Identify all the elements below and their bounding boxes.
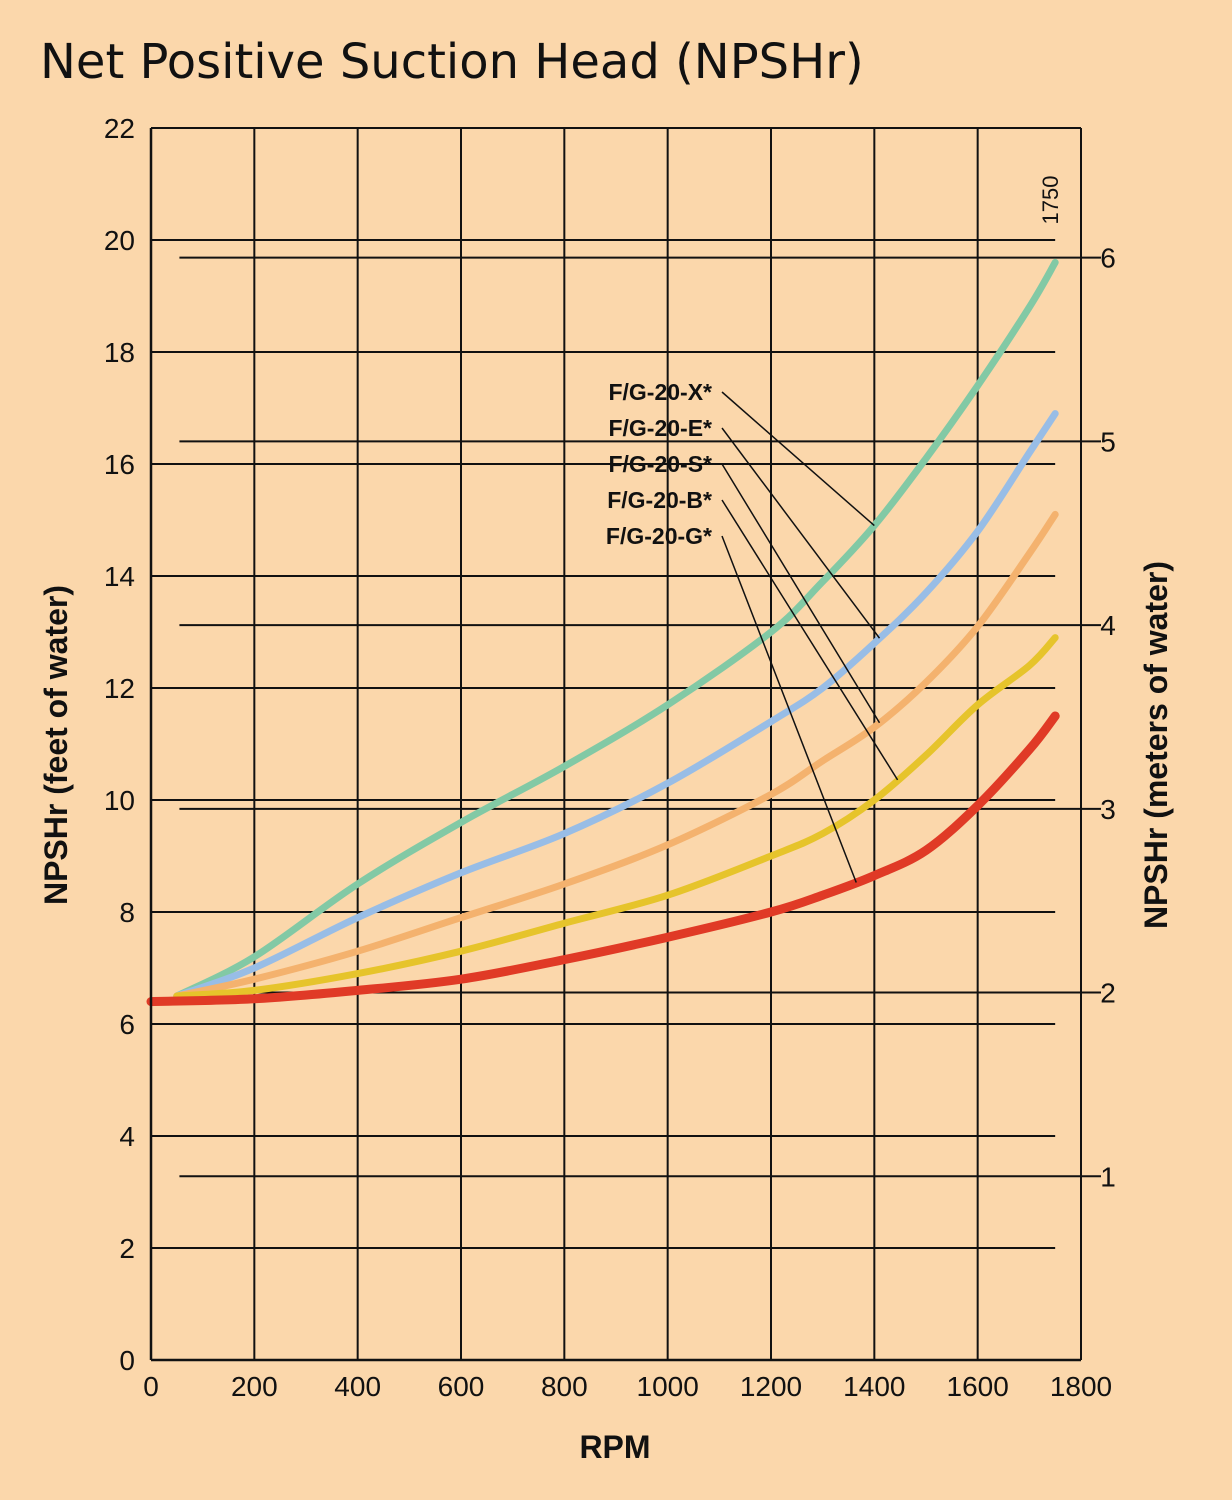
y-tick-label: 14 bbox=[104, 561, 135, 592]
chart-title: Net Positive Suction Head (NPSHr) bbox=[40, 34, 864, 90]
x-axis-label: RPM bbox=[579, 1429, 650, 1465]
y2-tick-label: 5 bbox=[1100, 426, 1116, 457]
legend: F/G-20-X* F/G-20-E* F/G-20-S* F/G-20-B* F/G-… bbox=[606, 379, 899, 883]
y-tick-label: 10 bbox=[104, 785, 135, 816]
legend-leader-line bbox=[721, 499, 899, 781]
y-tick-label: 6 bbox=[119, 1009, 135, 1040]
y2-tick-label: 6 bbox=[1100, 243, 1116, 274]
legend-leader-line bbox=[721, 463, 881, 724]
x-tick-label: 1800 bbox=[1050, 1371, 1112, 1402]
x-tick-label: 1200 bbox=[740, 1371, 802, 1402]
legend-label: F/G-20-S* bbox=[608, 451, 712, 477]
y2-tick-label: 1 bbox=[1100, 1161, 1116, 1192]
x-tick-label: 600 bbox=[438, 1371, 485, 1402]
legend-leader-line bbox=[721, 391, 875, 527]
y-tick-label: 12 bbox=[104, 673, 135, 704]
x-tick-label: 400 bbox=[334, 1371, 381, 1402]
legend-label: F/G-20-B* bbox=[607, 487, 712, 513]
x-tick-label: 1000 bbox=[637, 1371, 699, 1402]
grid bbox=[150, 127, 1101, 1361]
x-tick-label: 200 bbox=[231, 1371, 278, 1402]
series-lines bbox=[146, 258, 1060, 1007]
x-tick-label: 800 bbox=[541, 1371, 588, 1402]
y2-tick-label: 2 bbox=[1100, 978, 1116, 1009]
y-tick-label: 0 bbox=[119, 1345, 135, 1376]
series-line-f-g-20-x bbox=[173, 258, 1059, 1000]
series-line-f-g-20-b bbox=[173, 634, 1059, 1000]
y-tick-label: 18 bbox=[104, 337, 135, 368]
x-tick-label: 1400 bbox=[843, 1371, 905, 1402]
legend-label: F/G-20-X* bbox=[608, 379, 712, 405]
series-line-f-g-20-g bbox=[146, 711, 1060, 1007]
x-tick-label: 0 bbox=[143, 1371, 159, 1402]
legend-leader-line bbox=[721, 535, 857, 883]
y-tick-label: 4 bbox=[119, 1121, 135, 1152]
legend-label: F/G-20-G* bbox=[606, 523, 712, 549]
legend-label: F/G-20-E* bbox=[608, 415, 712, 441]
y-tick-label: 22 bbox=[104, 113, 135, 144]
y-axis-label: NPSHr (feet of water) bbox=[38, 585, 74, 905]
y-tick-label: 16 bbox=[104, 449, 135, 480]
y2-tick-label: 4 bbox=[1100, 610, 1116, 641]
series-line-f-g-20-s bbox=[173, 510, 1059, 1000]
max-rpm-annotation: 1750 bbox=[1038, 176, 1063, 225]
y-tick-label: 8 bbox=[119, 897, 135, 928]
axes: 0 200 400 600 800 1000 1200 1400 1600 1800 0 2 4 6 8 10… bbox=[104, 113, 1116, 1402]
legend-leader-line bbox=[721, 427, 881, 639]
y2-tick-label: 3 bbox=[1100, 794, 1116, 825]
y-tick-label: 2 bbox=[119, 1233, 135, 1264]
x-tick-label: 1600 bbox=[947, 1371, 1009, 1402]
y-tick-label: 20 bbox=[104, 225, 135, 256]
series-line-f-g-20-e bbox=[173, 410, 1059, 1000]
y2-axis-label: NPSHr (meters of water) bbox=[1138, 561, 1174, 929]
